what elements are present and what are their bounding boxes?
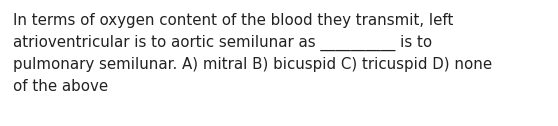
Text: In terms of oxygen content of the blood they transmit, left
atrioventricular is : In terms of oxygen content of the blood … — [13, 13, 492, 94]
